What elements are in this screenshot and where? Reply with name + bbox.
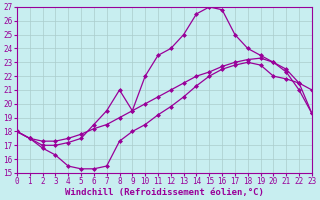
X-axis label: Windchill (Refroidissement éolien,°C): Windchill (Refroidissement éolien,°C) (65, 188, 264, 197)
